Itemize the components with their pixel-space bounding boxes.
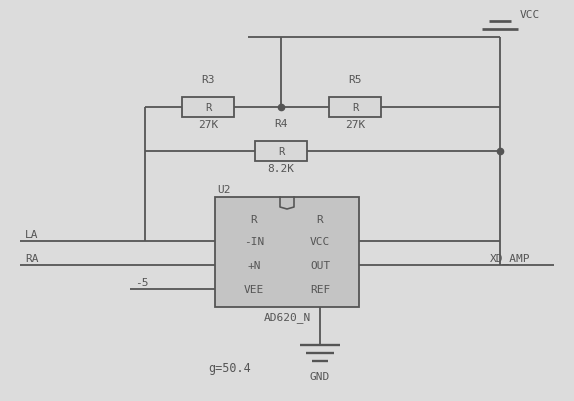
Bar — [255, 142, 307, 162]
Text: R5: R5 — [348, 75, 362, 85]
Text: XD_AMP: XD_AMP — [490, 253, 530, 263]
Text: R3: R3 — [201, 75, 215, 85]
Text: 8.2K: 8.2K — [267, 164, 294, 174]
Text: VEE: VEE — [244, 284, 264, 294]
Text: R: R — [352, 103, 358, 113]
Text: REF: REF — [310, 284, 330, 294]
Text: g=50.4: g=50.4 — [208, 361, 251, 374]
Text: R: R — [278, 147, 284, 157]
Text: R4: R4 — [274, 119, 288, 129]
Text: 27K: 27K — [345, 120, 365, 130]
Text: VCC: VCC — [520, 10, 540, 20]
Text: R: R — [250, 215, 257, 225]
Text: -5: -5 — [135, 277, 149, 287]
Text: GND: GND — [310, 371, 330, 381]
Bar — [215, 198, 359, 307]
Text: RA: RA — [25, 253, 38, 263]
Text: 27K: 27K — [198, 120, 218, 130]
Text: LA: LA — [25, 229, 38, 239]
Bar — [329, 98, 381, 118]
Text: -IN: -IN — [244, 237, 264, 246]
Text: R: R — [205, 103, 211, 113]
Text: +N: +N — [247, 260, 261, 270]
Text: VCC: VCC — [310, 237, 330, 246]
Bar — [182, 98, 234, 118]
Text: AD620_N: AD620_N — [263, 311, 311, 322]
Text: OUT: OUT — [310, 260, 330, 270]
Text: U2: U2 — [217, 184, 231, 194]
Text: R: R — [317, 215, 324, 225]
